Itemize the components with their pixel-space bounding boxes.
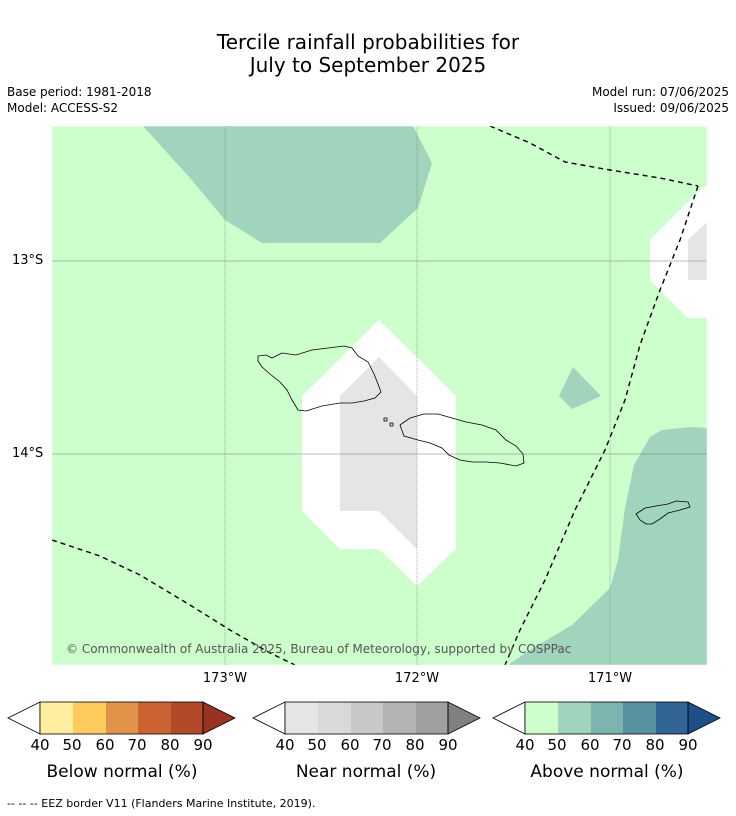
legend-title-near: Near normal (%) bbox=[295, 762, 437, 782]
near-normal-40-50-region bbox=[340, 357, 417, 549]
issued-date: Issued: 09/06/2025 bbox=[613, 101, 729, 115]
lon-label-172w: 172°W bbox=[394, 671, 440, 686]
eez-borders bbox=[52, 126, 699, 665]
meta-left: Base period: 1981-2018 Model: ACCESS-S2 bbox=[7, 84, 152, 116]
island-savaii bbox=[257, 345, 382, 412]
below-swatch-40-50 bbox=[40, 702, 73, 734]
below-tick-70: 70 bbox=[127, 736, 147, 754]
near-tick-40: 40 bbox=[275, 736, 295, 754]
below-swatch-lt40 bbox=[7, 701, 41, 735]
colorbar-above-normal bbox=[492, 701, 721, 735]
above-tick-70: 70 bbox=[612, 736, 632, 754]
island-upolu bbox=[399, 413, 525, 467]
near-swatch-50-60 bbox=[318, 702, 351, 734]
colorbar-near-swatches bbox=[252, 701, 481, 735]
lon-label-171w: 171°W bbox=[587, 671, 633, 686]
title-line-1: Tercile rainfall probabilities for bbox=[216, 30, 520, 54]
map-figure: © Commonwealth of Australia 2025, Bureau… bbox=[51, 125, 708, 666]
below-swatch-60-70 bbox=[106, 702, 138, 734]
eez-border-north bbox=[489, 126, 699, 187]
near-swatch-gt90 bbox=[447, 701, 481, 735]
legend-title-below: Below normal (%) bbox=[46, 762, 198, 782]
title-line-2: July to September 2025 bbox=[249, 53, 487, 77]
below-tick-40: 40 bbox=[30, 736, 50, 754]
above-tick-90: 90 bbox=[678, 736, 698, 754]
legend-title-above: Above normal (%) bbox=[530, 762, 684, 782]
colorbar-below-normal bbox=[7, 701, 236, 735]
near-swatch-40-50 bbox=[285, 702, 318, 734]
above-swatch-40-50 bbox=[525, 702, 558, 734]
below-tick-80: 80 bbox=[160, 736, 180, 754]
copyright-text: © Commonwealth of Australia 2025, Bureau… bbox=[66, 642, 571, 656]
colorbar-below-swatches bbox=[7, 701, 236, 735]
above-tick-60: 60 bbox=[580, 736, 600, 754]
near-tick-50: 50 bbox=[307, 736, 327, 754]
eez-border-east bbox=[504, 185, 699, 665]
above-swatch-50-60 bbox=[558, 702, 591, 734]
below-swatch-80-90 bbox=[171, 702, 203, 734]
below-tick-60: 60 bbox=[95, 736, 115, 754]
lat-label-14s: 14°S bbox=[12, 446, 44, 461]
chart-title: Tercile rainfall probabilities for July … bbox=[0, 31, 736, 77]
base-period: Base period: 1981-2018 bbox=[7, 85, 152, 99]
eez-border-southwest bbox=[52, 539, 296, 665]
above-normal-50-60-patch bbox=[559, 367, 601, 409]
lon-label-173w: 173°W bbox=[202, 671, 248, 686]
above-swatch-60-70 bbox=[591, 702, 623, 734]
near-tick-80: 80 bbox=[405, 736, 425, 754]
below-tick-90: 90 bbox=[193, 736, 213, 754]
gridlines bbox=[52, 126, 707, 665]
above-swatch-70-80 bbox=[623, 702, 656, 734]
island-tutuila bbox=[635, 500, 691, 525]
northeast-white-region bbox=[650, 186, 707, 318]
below-swatch-70-80 bbox=[138, 702, 171, 734]
above-swatch-80-90 bbox=[656, 702, 688, 734]
near-tick-70: 70 bbox=[372, 736, 392, 754]
above-swatch-gt90 bbox=[687, 701, 721, 735]
near-swatch-70-80 bbox=[383, 702, 416, 734]
above-tick-50: 50 bbox=[547, 736, 567, 754]
near-swatch-80-90 bbox=[416, 702, 448, 734]
colorbar-above-swatches bbox=[492, 701, 721, 735]
above-tick-40: 40 bbox=[515, 736, 535, 754]
colorbar-near-normal bbox=[252, 701, 481, 735]
below-swatch-50-60 bbox=[73, 702, 106, 734]
above-normal-50-60-region-southeast bbox=[508, 427, 707, 665]
near-swatch-60-70 bbox=[351, 702, 383, 734]
near-swatch-lt40 bbox=[252, 701, 286, 735]
near-tick-60: 60 bbox=[340, 736, 360, 754]
near-normal-patch-northeast bbox=[688, 222, 707, 280]
meta-right: Model run: 07/06/2025 Issued: 09/06/2025 bbox=[592, 84, 729, 116]
near-tick-90: 90 bbox=[438, 736, 458, 754]
model-run: Model run: 07/06/2025 bbox=[591, 85, 729, 99]
above-normal-50-60-region-north bbox=[143, 126, 432, 243]
above-tick-80: 80 bbox=[645, 736, 665, 754]
eez-footnote: -- -- -- EEZ border V11 (Flanders Marine… bbox=[7, 797, 316, 810]
above-swatch-lt40 bbox=[492, 701, 526, 735]
lat-label-13s: 13°S bbox=[12, 253, 44, 268]
below-swatch-gt90 bbox=[202, 701, 236, 735]
below-tick-50: 50 bbox=[62, 736, 82, 754]
island-manono bbox=[383, 417, 394, 427]
model-name: Model: ACCESS-S2 bbox=[7, 101, 119, 115]
